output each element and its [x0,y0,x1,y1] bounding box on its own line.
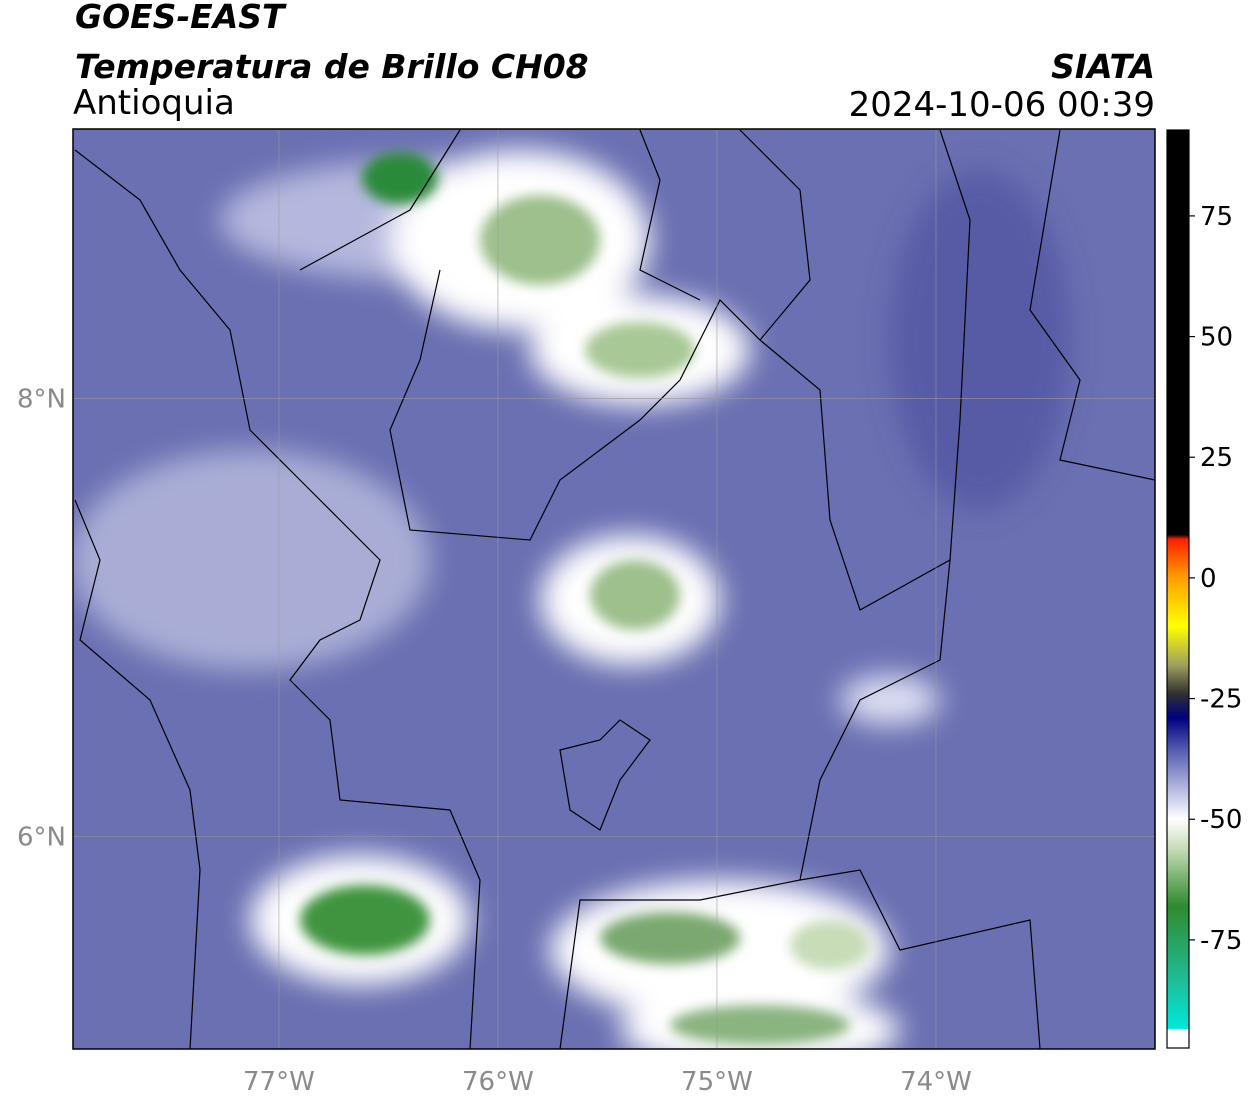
x-tick-label: 74°W [900,1067,972,1097]
x-tick-label: 75°W [681,1067,753,1097]
colorbar [1166,129,1190,1049]
x-tick-label: 77°W [243,1067,315,1097]
source: SIATA [1051,47,1155,86]
cold-tops [300,152,870,1045]
y-tick-label: 8°N [17,384,66,414]
x-tick-label: 76°W [462,1067,534,1097]
timestamp: 2024-10-06 00:39 [849,85,1155,125]
y-tick-label: 6°N [17,823,66,853]
title: GOES-EAST [75,0,287,36]
colorbar-tick-label: 75 [1200,202,1233,232]
colorbar-tick-label: -25 [1200,685,1242,715]
region: Antioquia [73,83,235,123]
map-field [73,129,1155,1049]
grid [73,129,1155,1049]
colorbar-tick-label: 0 [1200,564,1217,594]
colorbar-tick-label: -75 [1200,926,1242,956]
subtitle: Temperatura de Brillo CH08 [75,47,589,86]
map-frame [72,128,1156,1050]
borders [74,129,1155,1049]
colorbar-tick-label: 25 [1200,443,1233,473]
colorbar-tick-label: 50 [1200,323,1233,353]
colorbar-tick-label: -50 [1200,805,1242,835]
